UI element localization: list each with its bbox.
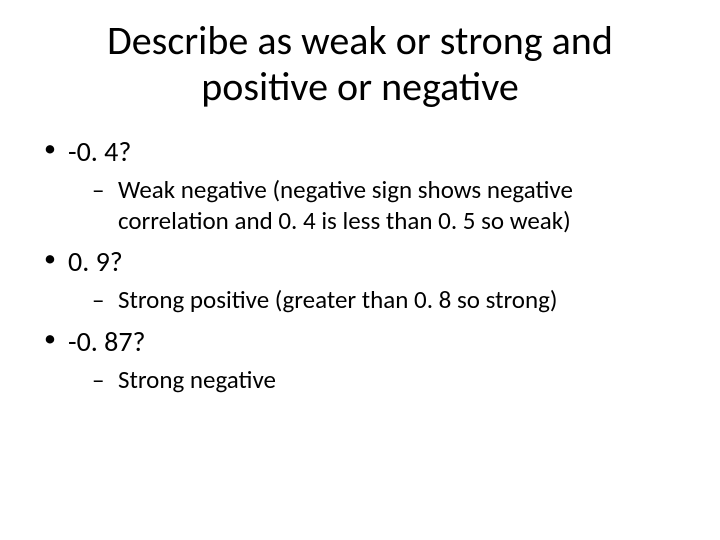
bullet-level1: 0. 9? xyxy=(40,244,680,279)
bullet-level1: -0. 4? xyxy=(40,134,680,169)
bullet-level2: Strong negative xyxy=(40,365,680,396)
slide-title: Describe as weak or strong and positive … xyxy=(40,18,680,110)
bullet-level2: Strong positive (greater than 0. 8 so st… xyxy=(40,285,680,316)
slide-content-list: -0. 4? Weak negative (negative sign show… xyxy=(40,134,680,395)
bullet-level1: -0. 87? xyxy=(40,324,680,359)
bullet-level2: Weak negative (negative sign shows negat… xyxy=(40,175,680,236)
